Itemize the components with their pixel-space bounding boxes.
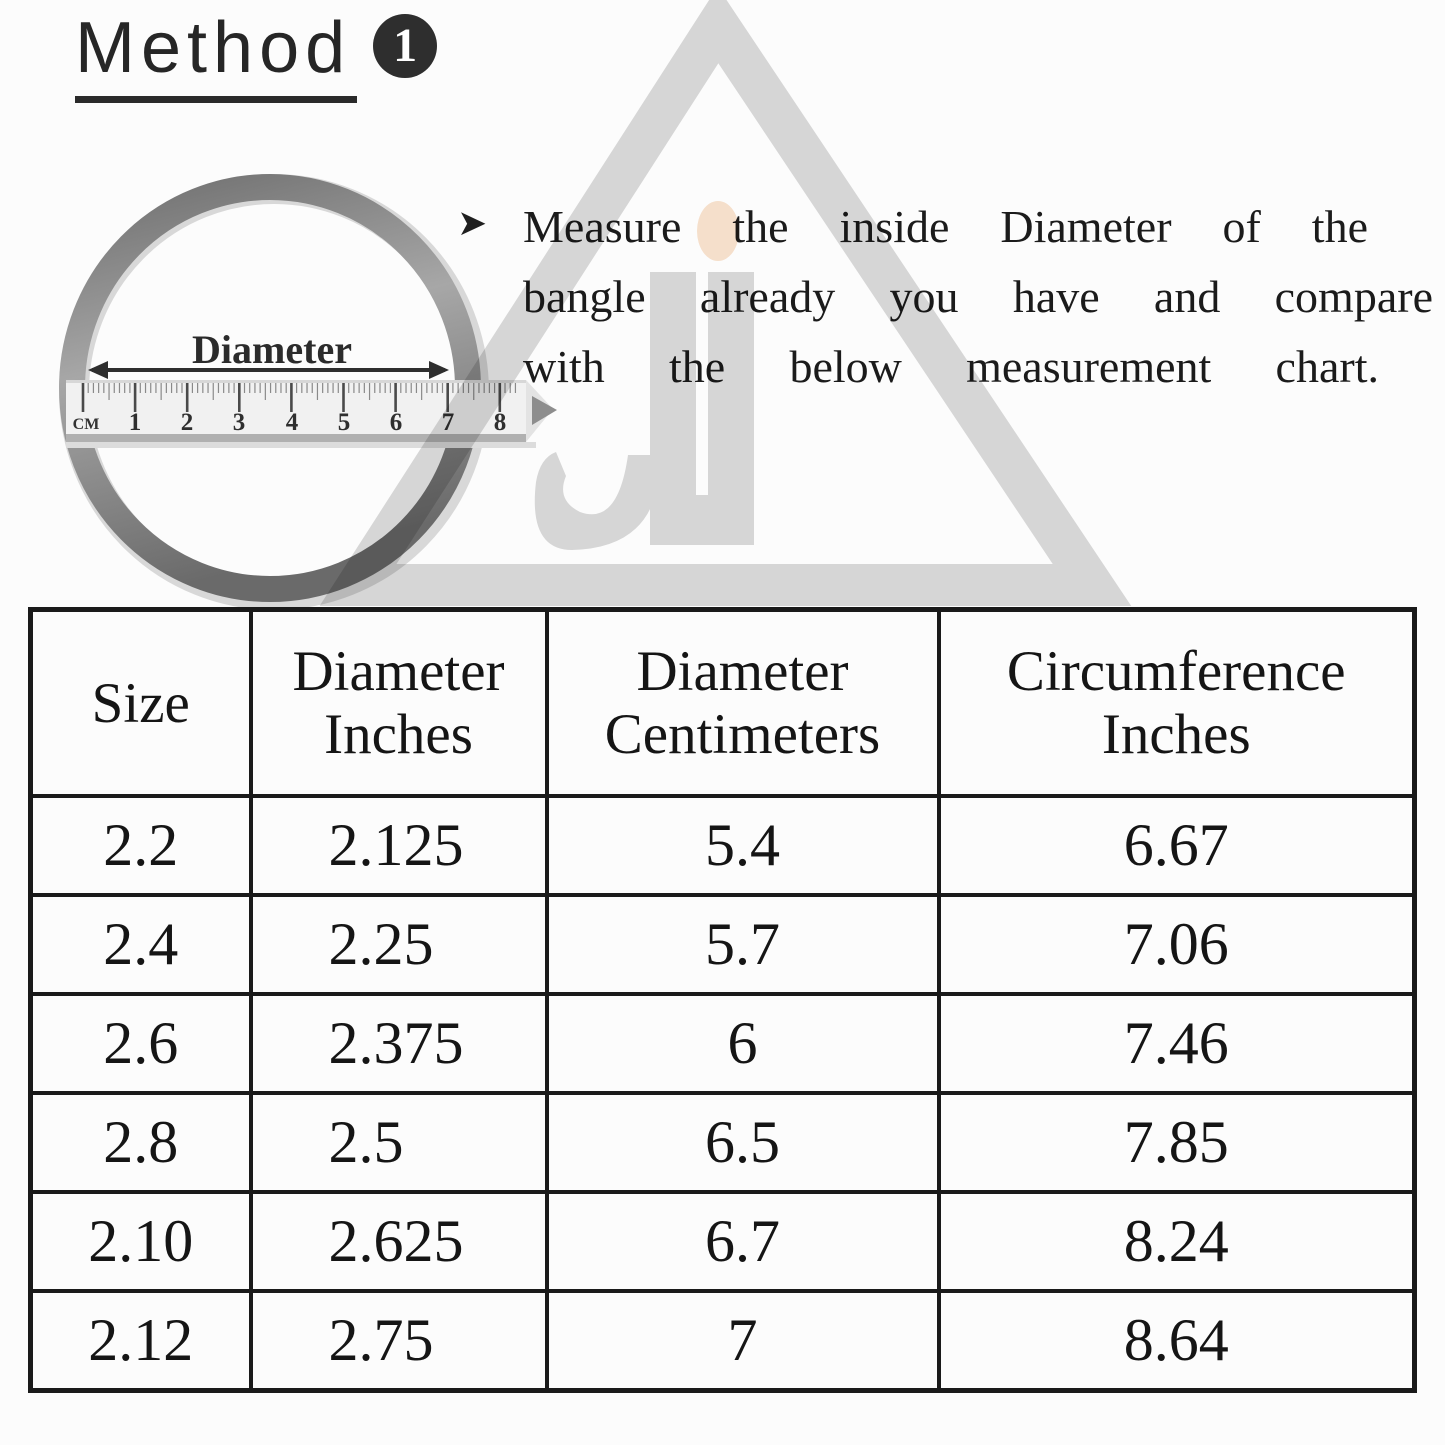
cell-diameter-centimeters: 6.5 [544,1091,941,1194]
cell-diameter-centimeters: 5.4 [544,794,941,897]
ruler-number: 1 [129,409,142,436]
ruler-number: 2 [181,409,194,436]
diameter-arrow-left-icon [88,361,108,379]
ruler-number: 8 [494,409,507,436]
table-row: 2.2 2.125 5.4 6.67 [28,794,1417,897]
cell-circumference-inches: 7.46 [936,992,1417,1095]
ruler-bevel [66,434,526,442]
table-row: 2.12 2.75 7 8.64 [28,1289,1417,1393]
diameter-arrow-right-icon [429,361,449,379]
table-row: 2.8 2.5 6.5 7.85 [28,1091,1417,1194]
page-title: Method [75,12,358,103]
ruler-number: 7 [442,409,455,436]
header-cell-size: Size [28,607,253,798]
ruler-shadow [66,442,536,448]
cell-diameter-centimeters: 6 [544,992,941,1095]
header-cell-circumference-inches: Circumference Inches [936,607,1417,798]
arrow-bullet-icon: ➤ [457,203,488,244]
diameter-label: Diameter [192,327,352,372]
ruler-top-edge [66,380,526,383]
instruction-line: with the below measurement chart. [523,341,1379,392]
ruler-number: 6 [390,409,403,436]
table-row: 2.10 2.625 6.7 8.24 [28,1190,1417,1293]
cell-diameter-inches: 2.125 [248,794,549,897]
cell-circumference-inches: 6.67 [936,794,1417,897]
cell-circumference-inches: 8.64 [936,1289,1417,1393]
cell-size: 2.10 [28,1190,253,1293]
header-cell-diameter-inches: Diameter Inches [248,607,549,798]
title-row: Method 1 [75,12,438,103]
cell-diameter-centimeters: 6.7 [544,1190,941,1293]
instruction-text: Measure the inside Diameter of the bangl… [523,192,1435,402]
cell-diameter-inches: 2.25 [248,893,549,996]
ruler-number: 5 [338,409,351,436]
table-row: 2.4 2.25 5.7 7.06 [28,893,1417,996]
cell-diameter-centimeters: 7 [544,1289,941,1393]
instruction-line: Measure the inside Diameter of the [523,201,1368,252]
header-cell-diameter-centimeters: Diameter Centimeters [544,607,941,798]
cell-size: 2.2 [28,794,253,897]
instruction-block: ➤ Measure the inside Diameter of the ban… [457,192,1435,402]
cell-circumference-inches: 8.24 [936,1190,1417,1293]
ruler-unit-label: CM [73,416,100,433]
cell-size: 2.6 [28,992,253,1095]
size-chart-table: Size Diameter Inches Diameter Centimeter… [28,607,1417,1393]
cell-size: 2.12 [28,1289,253,1393]
method-number-badge: 1 [373,14,438,78]
cell-diameter-centimeters: 5.7 [544,893,941,996]
badge-number: 1 [393,19,418,72]
cell-circumference-inches: 7.85 [936,1091,1417,1194]
cell-circumference-inches: 7.06 [936,893,1417,996]
cell-diameter-inches: 2.375 [248,992,549,1095]
cell-diameter-inches: 2.75 [248,1289,549,1393]
table-row: 2.6 2.375 6 7.46 [28,992,1417,1095]
cell-size: 2.8 [28,1091,253,1194]
instruction-line: bangle already you have and compare [523,271,1433,322]
cell-diameter-inches: 2.625 [248,1190,549,1293]
ruler-number: 4 [286,409,299,436]
cell-diameter-inches: 2.5 [248,1091,549,1194]
ruler-number: 3 [233,409,246,436]
header-row: Size Diameter Inches Diameter Centimeter… [28,607,1417,798]
cell-size: 2.4 [28,893,253,996]
